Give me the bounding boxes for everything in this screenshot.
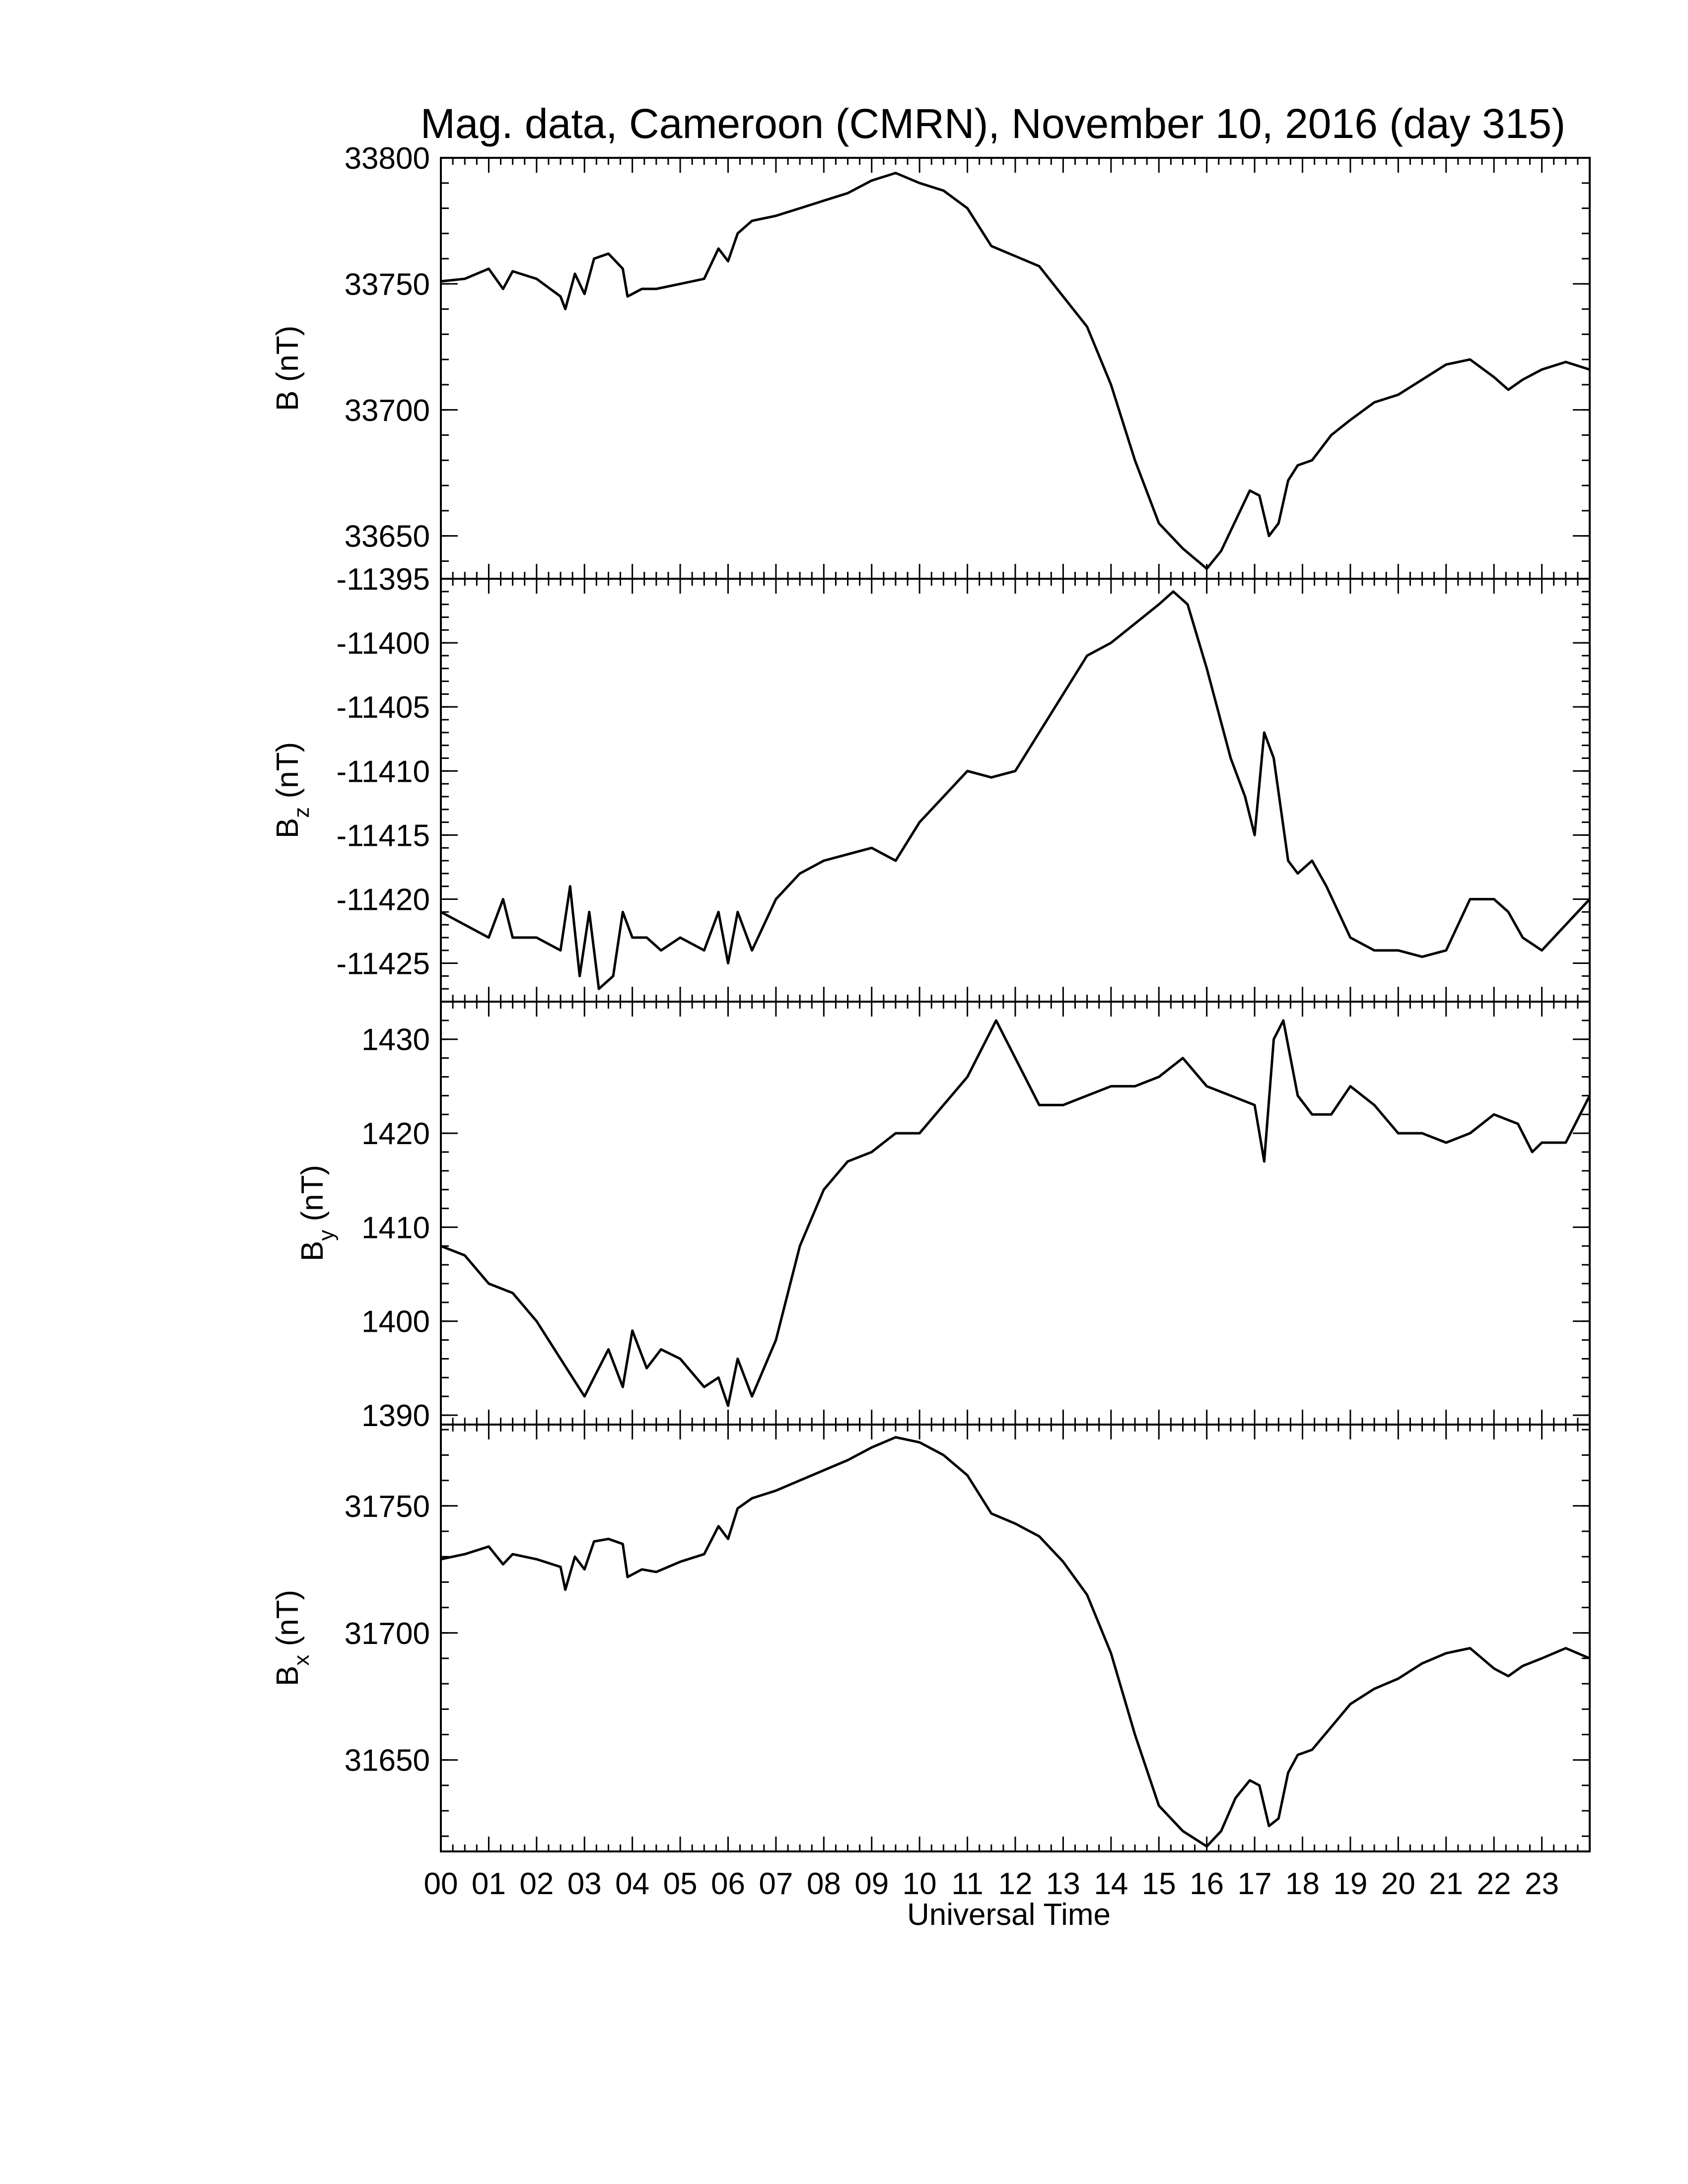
y-tick-label: 1410: [361, 1211, 430, 1245]
x-tick-label: 17: [1238, 1867, 1272, 1901]
panel-frame: [440, 1424, 1591, 1852]
y-axis-label: B (nT): [271, 326, 305, 411]
x-tick-label: 05: [663, 1867, 698, 1901]
y-tick-label: 31750: [345, 1490, 430, 1524]
x-tick-label: 12: [998, 1867, 1033, 1901]
y-tick-label: 1400: [361, 1305, 430, 1339]
y-tick-label: 31700: [345, 1617, 430, 1651]
y-tick-label: -11415: [337, 819, 430, 853]
x-tick-label: 11: [951, 1867, 983, 1901]
y-tick-label: 33700: [345, 394, 430, 428]
panel-frame: [440, 578, 1591, 1003]
y-axis-label-unit: (nT): [271, 1590, 305, 1655]
x-axis-label: Universal Time: [907, 1898, 1111, 1932]
x-tick-label: 13: [1046, 1867, 1080, 1901]
panel-frame: [440, 157, 1591, 580]
x-tick-label: 16: [1190, 1867, 1224, 1901]
y-axis-label-main: B: [271, 818, 305, 838]
panel-2: 1390 1400 1410 1420 1430 By (nT): [295, 1001, 1591, 1433]
y-tick-label: -11410: [337, 754, 430, 789]
y-tick-label: -11395: [337, 562, 430, 597]
y-tick-label: 1420: [361, 1117, 430, 1151]
panel-3: 31650 31700 31750 Bx (nT): [271, 1424, 1591, 1852]
y-axis-label-subscript: y: [314, 1230, 339, 1241]
x-tick-label: 10: [903, 1867, 937, 1901]
x-tick-label: 21: [1429, 1867, 1463, 1901]
x-tick-label: 23: [1525, 1867, 1559, 1901]
y-tick-label: 33650: [345, 520, 430, 554]
y-axis-label: Bz (nT): [271, 742, 314, 838]
y-axis-label-unit: (nT): [271, 326, 305, 391]
panel-1: -11425 -11420 -11415 -11410 -11405 -11400 -113…: [271, 562, 1591, 1003]
y-tick-label: -11420: [337, 883, 430, 917]
x-tick-label: 09: [854, 1867, 889, 1901]
x-tick-label: 18: [1285, 1867, 1320, 1901]
x-tick-label: 06: [711, 1867, 745, 1901]
y-tick-label: -11400: [337, 626, 430, 661]
y-tick-label: 31650: [345, 1744, 430, 1778]
x-tick-label: 04: [615, 1867, 649, 1901]
x-tick-label: 14: [1094, 1867, 1128, 1901]
x-tick-label: 20: [1381, 1867, 1415, 1901]
x-tick-label: 01: [472, 1867, 506, 1901]
x-tick-label: 02: [519, 1867, 554, 1901]
x-tick-label: 07: [759, 1867, 793, 1901]
y-axis-label-main: B: [271, 391, 305, 411]
y-tick-label: 33750: [345, 268, 430, 302]
y-tick-label: 1390: [361, 1399, 430, 1433]
y-tick-label: 1430: [361, 1023, 430, 1057]
y-tick-label: -11405: [337, 690, 430, 725]
y-axis-label-unit: (nT): [295, 1165, 330, 1230]
series-line-3: [440, 1436, 1590, 1848]
x-tick-label: 00: [424, 1867, 458, 1901]
x-tick-label: 15: [1142, 1867, 1176, 1901]
y-tick-label: -11425: [337, 947, 430, 981]
y-axis-label-main: B: [271, 1666, 305, 1686]
y-axis-label: Bx (nT): [271, 1590, 314, 1686]
chart-title: Mag. data, Cameroon (CMRN), November 10,…: [421, 100, 1565, 147]
x-tick-label: 03: [567, 1867, 602, 1901]
series-line-0: [440, 172, 1590, 570]
x-tick-label: 19: [1333, 1867, 1367, 1901]
panel-0: 33650 33700 33750 33800 B (nT): [271, 141, 1591, 580]
y-axis-label-main: B: [295, 1241, 330, 1261]
y-axis-label: By (nT): [295, 1165, 339, 1261]
y-axis-label-subscript: x: [289, 1655, 314, 1666]
x-tick-label: 22: [1477, 1867, 1511, 1901]
y-axis-label-subscript: z: [289, 807, 314, 818]
series-line-2: [440, 1019, 1591, 1407]
series-line-1: [440, 590, 1591, 990]
y-axis-label-unit: (nT): [271, 742, 305, 807]
x-tick-label: 08: [807, 1867, 841, 1901]
y-tick-label: 33800: [345, 141, 430, 176]
